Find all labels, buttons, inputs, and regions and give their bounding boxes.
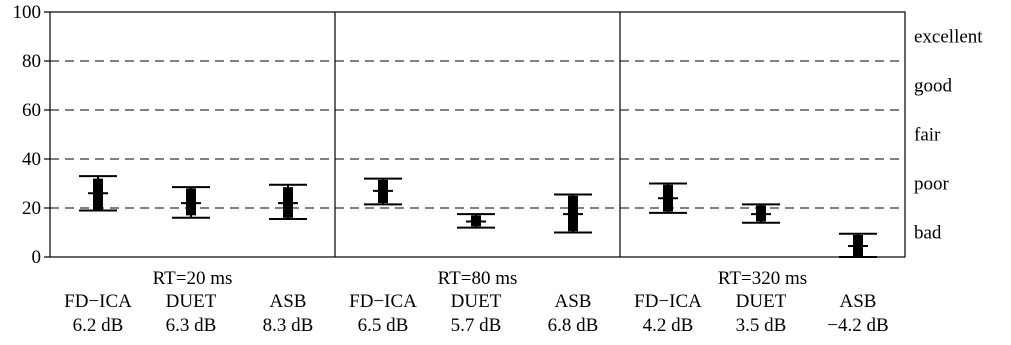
y-tick-label: 60 [22,100,41,121]
group-label: RT=320 ms [718,268,807,289]
error-bar-box [93,178,103,211]
snr-label: 6.2 dB [73,315,124,336]
error-bar-box [186,188,196,216]
method-label: DUET [736,291,787,312]
method-label: FD−ICA [634,291,702,312]
rating-label: good [914,76,953,97]
method-label: DUET [451,291,502,312]
rating-label: excellent [914,27,983,48]
labels: 0 20 40 60 80 100 excellent good fair poor bad RT=2… [13,2,984,336]
rating-label: fair [914,125,941,146]
y-tick-label: 100 [13,2,42,23]
y-tick-label: 80 [22,51,41,72]
snr-label: 6.5 dB [358,315,409,336]
method-label: ASB [840,291,877,312]
snr-label: 6.3 dB [166,315,217,336]
method-label: FD−ICA [349,291,417,312]
rating-label: bad [914,223,942,244]
plot-border [49,11,906,258]
group-label: RT=80 ms [438,268,518,289]
snr-label: 5.7 dB [451,315,502,336]
snr-label: 4.2 dB [643,315,694,336]
y-tick-label: 20 [22,198,41,219]
method-label: ASB [555,291,592,312]
group-label: RT=20 ms [153,268,233,289]
y-tick-label: 0 [32,247,42,268]
method-label: FD−ICA [64,291,132,312]
method-label: ASB [270,291,307,312]
y-tick-label: 40 [22,149,41,170]
method-label: DUET [166,291,217,312]
snr-label: 6.8 dB [548,315,599,336]
plot-frame [44,11,906,258]
snr-label: 3.5 dB [736,315,787,336]
error-bars [79,175,877,258]
rating-label: poor [914,174,950,195]
grid-layer [50,60,905,209]
snr-label: 8.3 dB [263,315,314,336]
snr-label: −4.2 dB [827,315,888,336]
